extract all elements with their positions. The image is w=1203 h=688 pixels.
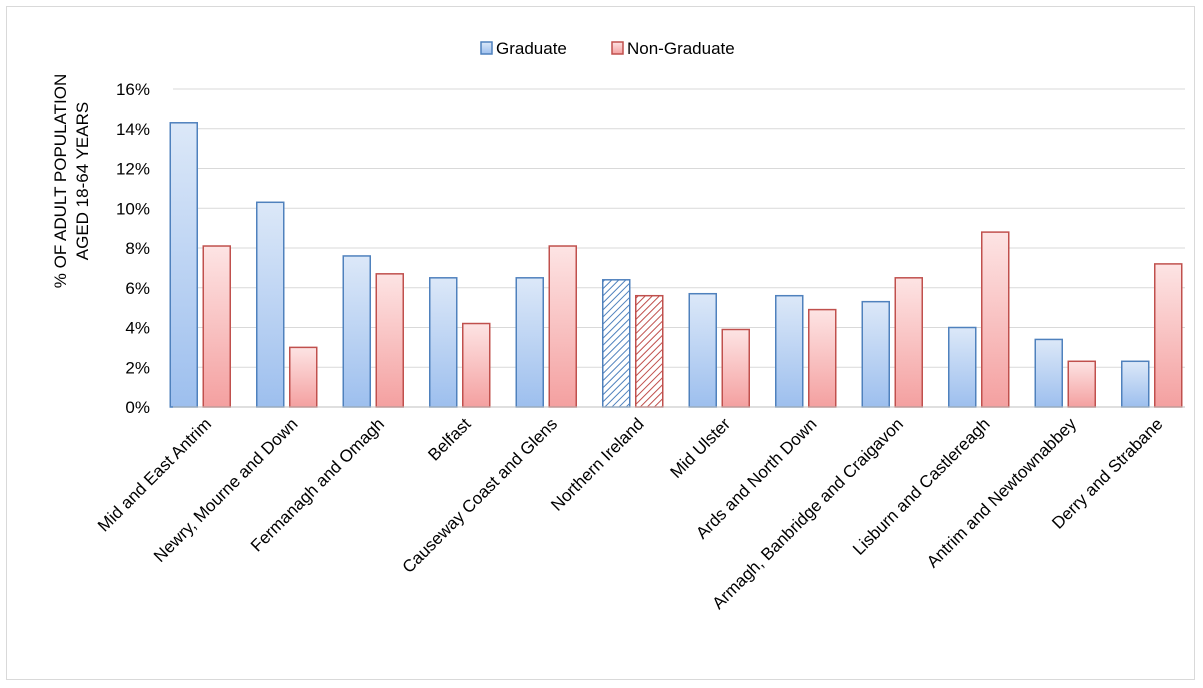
non-graduate-bar <box>721 328 750 408</box>
y-tick-label: 16% <box>116 80 150 99</box>
bars <box>169 122 1183 408</box>
y-tick-label: 12% <box>116 160 150 179</box>
x-category-label: Antrim and Newtownabbey <box>923 414 1080 571</box>
graduate-bar <box>342 255 371 408</box>
y-axis-label-line: % OF ADULT POPULATION <box>51 74 70 288</box>
non-graduate-bar <box>375 273 404 408</box>
y-tick-label: 8% <box>125 239 150 258</box>
y-tick-label: 14% <box>116 120 150 139</box>
y-axis-label: % OF ADULT POPULATION AGED 18-64 YEARS <box>51 74 92 288</box>
x-category-label: Northern Ireland <box>547 414 647 514</box>
non-graduate-bar <box>1154 263 1183 408</box>
x-category-label: Mid Ulster <box>667 414 735 482</box>
y-tick-label: 6% <box>125 279 150 298</box>
graduate-bar <box>1121 360 1150 408</box>
y-tick-label: 10% <box>116 199 150 218</box>
non-graduate-bar <box>808 308 837 408</box>
non-graduate-bar <box>635 294 664 408</box>
non-graduate-bar <box>202 245 231 408</box>
x-category-label: Armagh, Banbridge and Craigavon <box>709 414 908 613</box>
graduate-bar <box>602 279 631 408</box>
graduate-bar <box>515 277 544 408</box>
y-tick-label: 0% <box>125 398 150 417</box>
non-graduate-bar <box>981 231 1010 408</box>
graduate-bar <box>169 122 198 408</box>
non-graduate-bar <box>1067 360 1096 408</box>
graduate-bar <box>688 292 717 408</box>
y-tick-label: 2% <box>125 358 150 377</box>
graduate-bar <box>1034 338 1063 408</box>
x-category-label: Causeway Coast and Glens <box>399 414 561 576</box>
graduate-bar <box>775 294 804 408</box>
non-graduate-bar <box>289 346 318 408</box>
legend: Graduate Non-Graduate <box>480 39 735 58</box>
graduate-bar <box>429 277 458 408</box>
x-category-label: Belfast <box>424 414 474 464</box>
graduate-bar <box>256 201 285 408</box>
legend-label: Graduate <box>496 39 567 58</box>
non-graduate-bar <box>894 277 923 408</box>
y-tick-label: 4% <box>125 319 150 338</box>
non-graduate-bar <box>462 322 491 408</box>
legend-swatch <box>480 41 493 55</box>
gridlines <box>173 88 1185 368</box>
x-category-label: Newry, Mourne and Down <box>150 414 302 566</box>
non-graduate-bar <box>548 245 577 408</box>
y-axis-ticks: 0% 2% 4% 6% 8% 10% 12% 14% 16% <box>116 80 150 417</box>
legend-swatch <box>611 41 624 55</box>
graduate-bar <box>948 326 977 408</box>
legend-label: Non-Graduate <box>627 39 735 58</box>
y-axis-label-line: AGED 18-64 YEARS <box>73 102 92 260</box>
graduate-bar <box>861 300 890 408</box>
